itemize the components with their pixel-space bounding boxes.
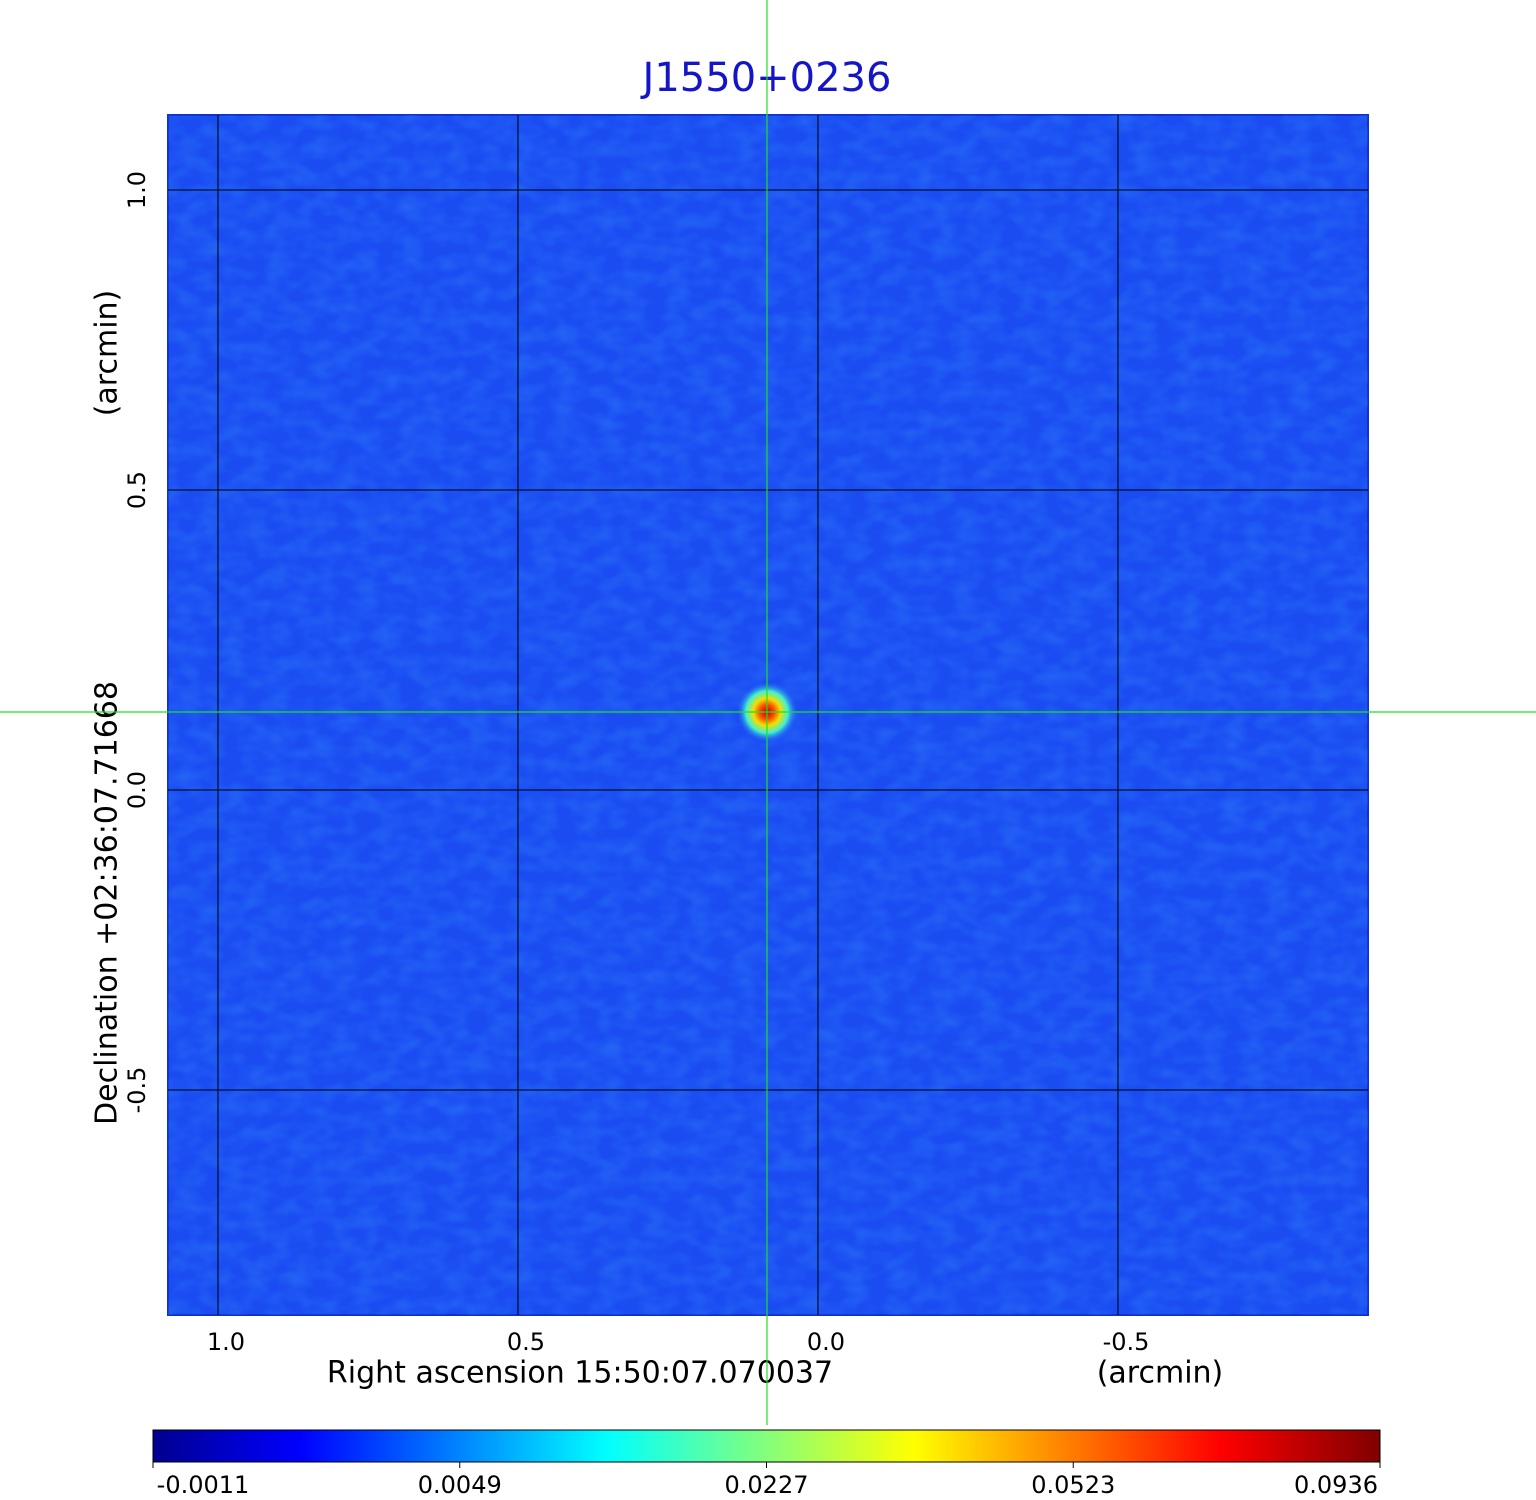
- colorbar-tick-label: 0.0227: [725, 1471, 809, 1499]
- x-tick-label: 0.0: [807, 1328, 845, 1356]
- y-tick-label: -0.5: [123, 1067, 151, 1114]
- x-axis-unit: (arcmin): [1097, 1356, 1224, 1391]
- x-axis-label: Right ascension 15:50:07.070037: [327, 1356, 833, 1391]
- y-axis-unit: (arcmin): [90, 290, 125, 417]
- colorbar: [152, 1429, 1381, 1463]
- chart-title: J1550+0236: [640, 55, 892, 101]
- x-tick-label: 1.0: [207, 1328, 245, 1356]
- y-tick-label: 1.0: [123, 171, 151, 209]
- x-tick-label: -0.5: [1103, 1328, 1150, 1356]
- colorbar-tick-label: -0.0011: [157, 1471, 250, 1499]
- x-tick-label: 0.5: [507, 1328, 545, 1356]
- colorbar-tick-label: 0.0936: [1294, 1471, 1378, 1499]
- y-axis-label: Declination +02:36:07.71668: [90, 681, 125, 1125]
- colorbar-tick-label: 0.0049: [418, 1471, 502, 1499]
- y-tick-label: 0.5: [123, 471, 151, 509]
- colorbar-tick-label: 0.0523: [1031, 1471, 1115, 1499]
- y-tick-label: 0.0: [123, 771, 151, 809]
